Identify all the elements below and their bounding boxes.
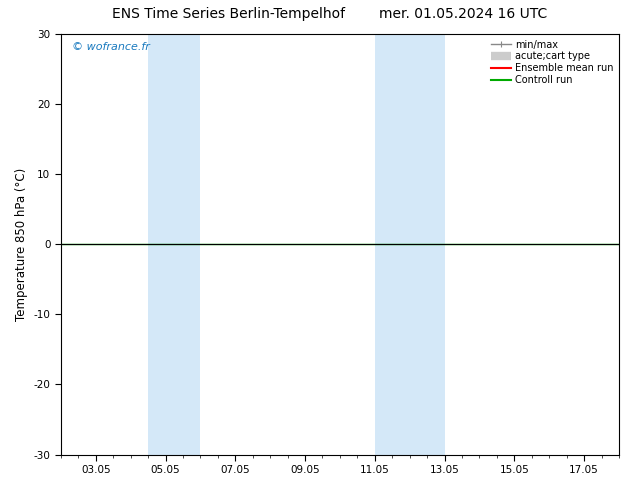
Text: ENS Time Series Berlin-Tempelhof: ENS Time Series Berlin-Tempelhof xyxy=(112,7,345,22)
Text: © wofrance.fr: © wofrance.fr xyxy=(72,42,150,52)
Y-axis label: Temperature 850 hPa (°C): Temperature 850 hPa (°C) xyxy=(15,168,28,321)
Bar xyxy=(401,34,444,455)
Bar xyxy=(148,34,174,455)
Bar xyxy=(174,34,200,455)
Legend: min/max, acute;cart type, Ensemble mean run, Controll run: min/max, acute;cart type, Ensemble mean … xyxy=(488,36,617,89)
Text: mer. 01.05.2024 16 UTC: mer. 01.05.2024 16 UTC xyxy=(378,7,547,22)
Bar xyxy=(375,34,401,455)
